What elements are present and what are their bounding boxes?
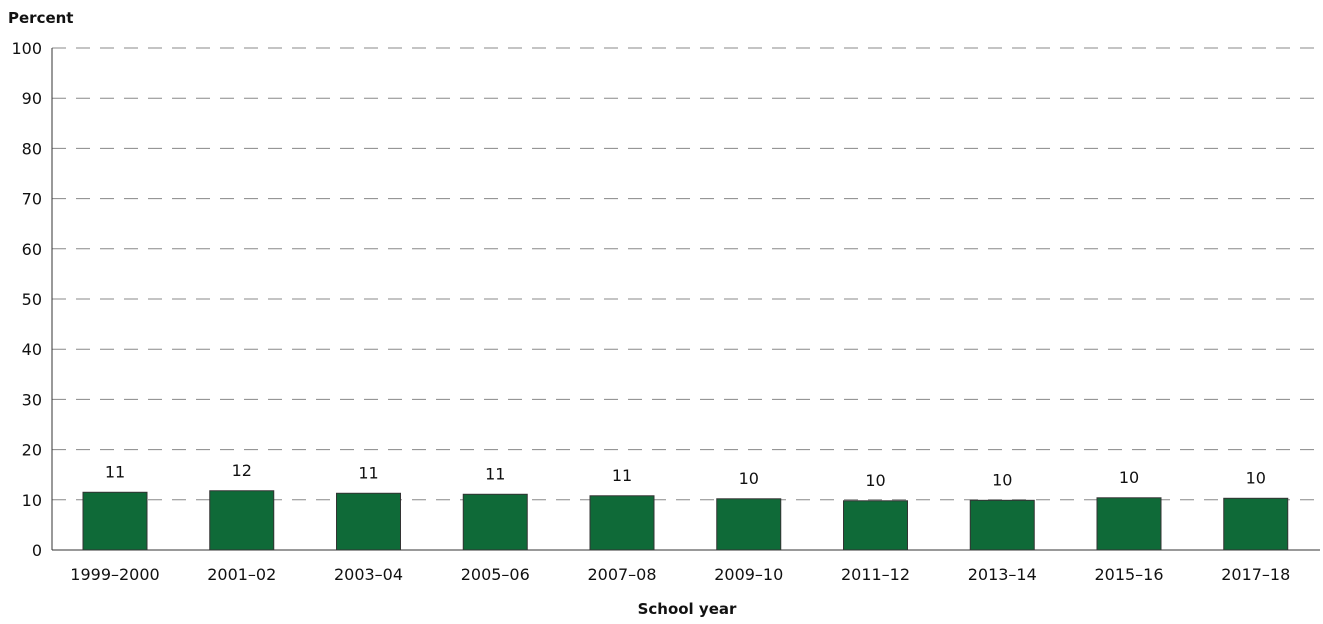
- data-label: 10: [1119, 468, 1139, 487]
- data-label: 10: [865, 471, 885, 490]
- bar: [843, 500, 908, 551]
- x-axis-title: School year: [638, 600, 737, 618]
- x-tick-label: 2005–06: [461, 565, 530, 584]
- y-tick-label: 0: [32, 541, 42, 560]
- axes: [51, 48, 1320, 551]
- y-tick-label: 10: [22, 491, 42, 510]
- y-tick-label: 60: [22, 240, 42, 259]
- x-tick-label: 2011–12: [841, 565, 910, 584]
- data-label: 10: [1246, 468, 1266, 487]
- x-tick-label: 2001–02: [207, 565, 276, 584]
- y-tick-label: 70: [22, 190, 42, 209]
- data-label: 11: [358, 463, 378, 482]
- y-tick-label: 40: [22, 340, 42, 359]
- y-tick-label: 90: [22, 89, 42, 108]
- bar: [1096, 497, 1162, 551]
- x-tick-labels: 1999–2000 2001–02 2003–04 2005–06 2007–08 200…: [70, 565, 1290, 584]
- bar: [209, 490, 275, 551]
- y-tick-label: 30: [22, 390, 42, 409]
- x-tick-label: 2013–14: [968, 565, 1037, 584]
- bar: [82, 491, 148, 551]
- x-tick-label: 2009–10: [714, 565, 783, 584]
- data-label: 11: [485, 464, 505, 483]
- bar: [462, 493, 528, 551]
- bars: [82, 490, 1289, 551]
- y-tick-label: 50: [22, 290, 42, 309]
- bar: [716, 498, 782, 551]
- x-tick-label: 1999–2000: [70, 565, 159, 584]
- data-label: 10: [739, 469, 759, 488]
- x-tick-label: 2015–16: [1094, 565, 1163, 584]
- data-label: 12: [232, 461, 252, 480]
- data-label: 11: [612, 466, 632, 485]
- gridlines: [52, 47, 1320, 501]
- bar: [1223, 497, 1289, 551]
- y-tick-label: 100: [11, 39, 42, 58]
- x-tick-label: 2003–04: [334, 565, 403, 584]
- data-label: 10: [992, 470, 1012, 489]
- data-labels: 11 12 11 11 11 10 10 10 10 10: [105, 461, 1266, 490]
- bar: [969, 499, 1035, 551]
- x-tick-label: 2007–08: [587, 565, 656, 584]
- y-tick-label: 80: [22, 139, 42, 158]
- y-axis-title: Percent: [8, 9, 73, 27]
- x-tick-label: 2017–18: [1221, 565, 1290, 584]
- bar: [589, 495, 655, 551]
- y-tick-label: 20: [22, 441, 42, 460]
- data-label: 11: [105, 462, 125, 481]
- y-tick-labels: 0 10 20 30 40 50 60 70 80 90 100: [11, 39, 42, 560]
- bar: [336, 492, 401, 551]
